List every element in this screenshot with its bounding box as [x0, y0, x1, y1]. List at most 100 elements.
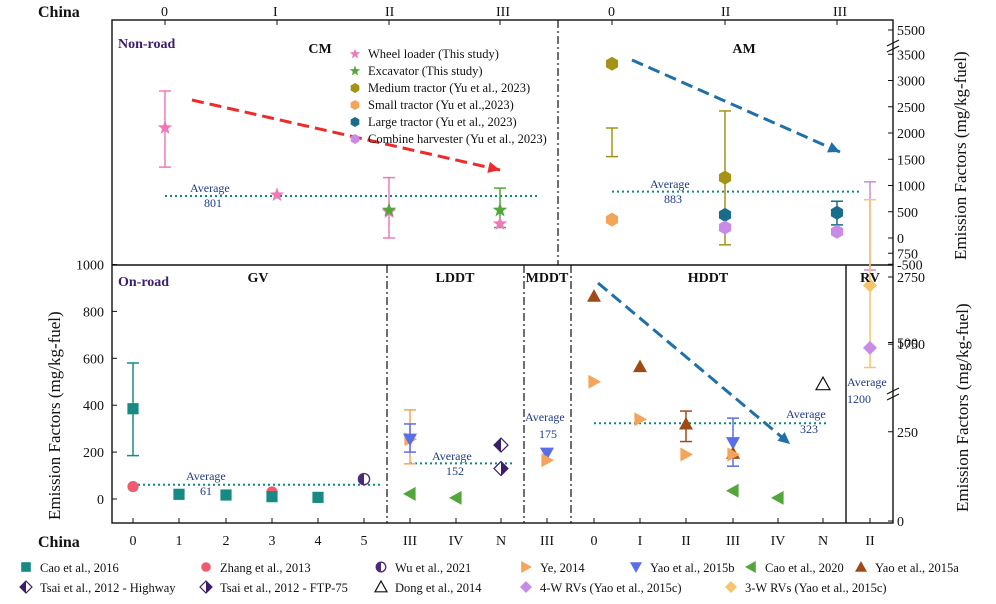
top-tick: III	[833, 5, 847, 20]
data-point	[814, 375, 832, 391]
trend-arrow-cm-head	[487, 161, 500, 173]
legend-label: Tsai et al., 2012 - Highway	[40, 581, 176, 595]
legend-marker	[855, 561, 867, 572]
onroad-left-tick: 200	[83, 446, 104, 461]
legend-marker	[725, 581, 737, 593]
data-point	[493, 460, 509, 477]
bottom-tick: I	[638, 534, 643, 549]
legend-marker-shape	[206, 581, 212, 593]
data-point-shape	[633, 359, 647, 373]
bottom-tick: 4	[315, 534, 322, 549]
legend-label: Small tractor (Yu et al.,2023)	[368, 98, 514, 112]
panel-label-nonroad: Non-road	[118, 37, 176, 52]
data-point	[449, 490, 462, 505]
data-point	[587, 289, 601, 302]
data-point-shape	[403, 433, 417, 447]
onroad-right-tick: 2750	[897, 271, 925, 286]
legend: Wheel loader (This study) Excavator (This…	[19, 47, 959, 595]
bottom-tick: III	[726, 534, 740, 549]
average-mddt-value: 175	[539, 427, 557, 441]
data-point-shape	[588, 374, 601, 389]
chart-text: China 0 I II III 0 II III-500050010001500200025…	[38, 4, 972, 551]
legend-marker	[350, 117, 360, 127]
bottom-tick: N	[496, 534, 506, 549]
data-point-shape	[541, 453, 554, 468]
bottom-tick: III	[403, 534, 417, 549]
data-point	[830, 224, 844, 239]
legend-marker-shape	[350, 134, 360, 144]
legend-marker-shape	[201, 562, 211, 572]
average-rv-value: 1200	[847, 392, 871, 406]
title-cm: CM	[308, 42, 331, 57]
title-lddt: LDDT	[436, 271, 476, 286]
data-point-shape	[449, 490, 462, 505]
legend-marker	[201, 562, 211, 572]
data-point-fill	[358, 473, 364, 485]
average-gv-label: Average	[186, 469, 226, 483]
legend-marker-shape	[855, 561, 867, 572]
axis-ticks	[112, 20, 900, 523]
average-cm-value: 801	[204, 196, 222, 210]
trend-arrows	[191, 58, 841, 446]
nonroad-right-tick: 1500	[897, 153, 925, 168]
data-point-shape	[863, 340, 877, 355]
axis-break-rv	[886, 387, 900, 401]
right-axis-label-bottom: Emission Factors (mg/kg-fuel)	[953, 303, 972, 512]
nonroad-right-tick: 0	[897, 232, 904, 247]
average-hddt-label: Average	[786, 407, 826, 421]
data-point-shape	[266, 491, 278, 503]
data-point	[127, 480, 139, 493]
data-point-shape	[381, 202, 397, 217]
data-point-shape	[679, 416, 693, 430]
legend-marker-shape	[350, 117, 360, 127]
legend-marker	[375, 561, 387, 573]
nonroad-right-tick: 5500	[897, 24, 925, 39]
legend-marker	[349, 48, 361, 59]
data-point	[863, 278, 877, 293]
top-tick: 0	[161, 5, 168, 20]
onroad-right-tick: 750	[897, 247, 918, 262]
plot-frame	[111, 19, 894, 524]
axis-break	[886, 39, 900, 53]
data-point	[157, 120, 173, 134]
legend-label: Cao et al., 2020	[765, 561, 844, 575]
title-mddt: MDDT	[526, 271, 569, 286]
bottom-tick: 1	[176, 534, 183, 549]
data-point	[403, 433, 417, 447]
nonroad-right-tick: 2500	[897, 101, 925, 116]
bottom-tick: 5	[361, 534, 368, 549]
onroad-right-tick: 500	[897, 337, 918, 352]
trend-arrow-cm	[191, 98, 501, 172]
legend-label: Zhang et al., 2013	[220, 561, 311, 575]
data-point	[605, 212, 619, 227]
data-point	[173, 488, 185, 500]
top-tick: I	[273, 5, 278, 20]
nonroad-right-tick: 2000	[897, 127, 925, 142]
data-point	[726, 483, 739, 498]
bottom-tick: N	[818, 534, 828, 549]
data-point-shape	[312, 491, 324, 503]
average-cm-label: Average	[190, 181, 230, 195]
data-point	[634, 412, 647, 427]
legend-label: Large tractor (Yu et al., 2023)	[368, 115, 517, 129]
data-point-shape	[157, 120, 173, 134]
legend-marker	[19, 580, 33, 594]
data-point	[679, 416, 693, 430]
data-point	[830, 205, 844, 220]
data-point	[588, 374, 601, 389]
data-point-shape	[718, 170, 732, 185]
bottom-tick: 0	[130, 534, 137, 549]
bottom-tick: II	[681, 534, 691, 549]
legend-marker	[745, 561, 756, 573]
nonroad-right-tick: -500	[897, 258, 923, 273]
legend-marker	[21, 562, 31, 572]
bottom-tick: 3	[269, 534, 276, 549]
onroad-left-tick: 800	[83, 305, 104, 320]
average-am-label: Average	[650, 177, 690, 191]
data-point-shape	[680, 447, 693, 462]
data-point	[266, 491, 278, 503]
legend-label: Medium tractor (Yu et al., 2023)	[368, 81, 530, 95]
title-rv: RV	[860, 271, 880, 286]
data-point	[312, 491, 324, 503]
nonroad-right-tick: 3000	[897, 75, 925, 90]
